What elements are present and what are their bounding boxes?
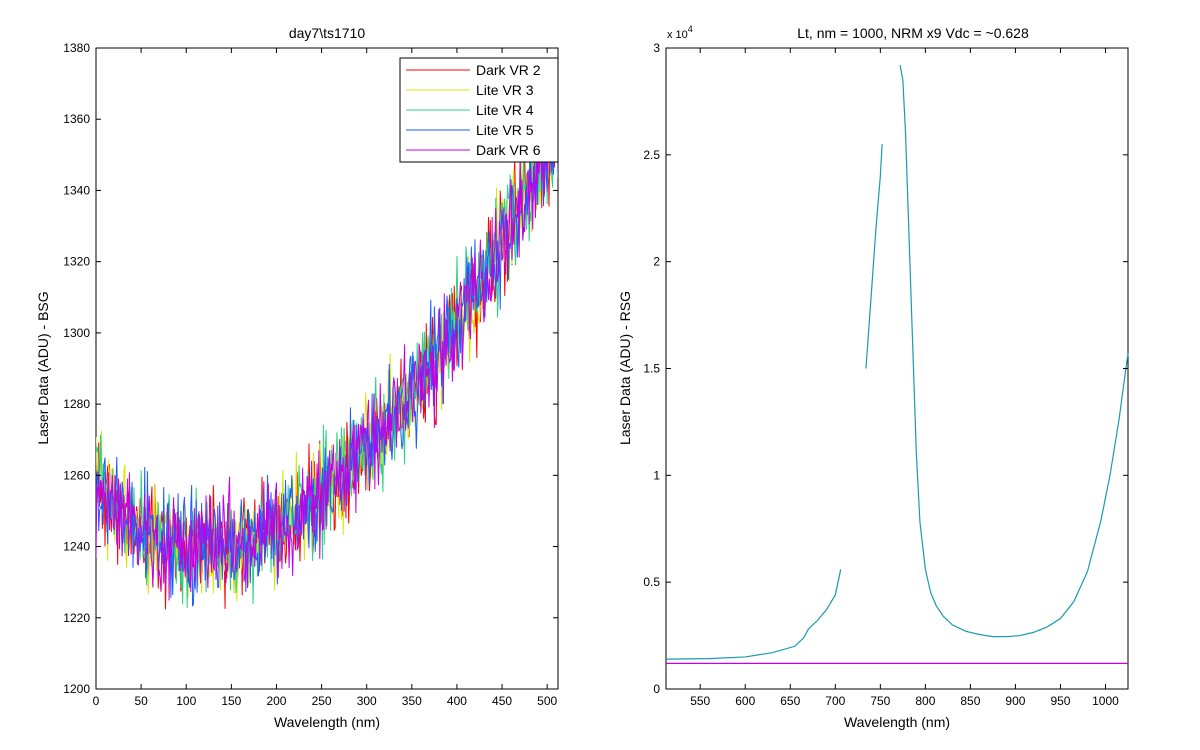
legend-label: Lite VR 5 — [476, 122, 534, 138]
right-series-signal-segment-2 — [865, 144, 883, 369]
right-y-tick-label: 3 — [653, 41, 660, 55]
left-y-tick-label: 1200 — [63, 682, 90, 696]
right-y-axis-label: Laser Data (ADU) - RSG — [617, 291, 633, 445]
right-x-tick-label: 1000 — [1092, 694, 1119, 708]
right-y-tick-label: 1.5 — [643, 362, 660, 376]
left-y-tick-label: 1340 — [63, 183, 90, 197]
right-chart-title: Lt, nm = 1000, NRM x9 Vdc = ~0.628 — [797, 25, 1029, 41]
right-y-multiplier-base: x 10 — [667, 29, 688, 41]
right-y-tick-label: 0.5 — [643, 575, 660, 589]
right-y-multiplier: x 104 — [667, 24, 693, 41]
left-y-tick-label: 1320 — [63, 255, 90, 269]
right-panel: 550 600 650 700 750 800 850 900 950 1000 0 0.5 1 1.5 2… — [617, 24, 1129, 730]
right-series-signal-segment-1 — [665, 569, 842, 660]
left-y-tick-label: 1240 — [63, 540, 90, 554]
left-y-tick-label: 1220 — [63, 611, 90, 625]
right-ticks-group: 550 600 650 700 750 800 850 900 950 1000 0 0.5 1 1.5 2… — [643, 41, 1128, 708]
left-x-tick-label: 200 — [266, 694, 286, 708]
left-x-tick-label: 300 — [357, 694, 377, 708]
right-x-tick-label: 850 — [960, 694, 980, 708]
right-x-tick-label: 550 — [690, 694, 710, 708]
left-x-axis-label: Wavelength (nm) — [274, 714, 380, 730]
right-x-tick-label: 800 — [915, 694, 935, 708]
legend: Dark VR 2 Lite VR 3 Lite VR 4 Lite VR 5 Dark… — [399, 57, 559, 163]
right-y-tick-label: 1 — [653, 468, 660, 482]
right-y-tick-label: 0 — [653, 682, 660, 696]
right-x-tick-label: 700 — [825, 694, 845, 708]
left-y-tick-label: 1360 — [63, 112, 90, 126]
left-x-tick-label: 100 — [176, 694, 196, 708]
right-y-tick-label: 2 — [653, 255, 660, 269]
left-y-tick-label: 1260 — [63, 468, 90, 482]
right-x-tick-label: 900 — [1005, 694, 1025, 708]
left-x-tick-label: 50 — [134, 694, 148, 708]
left-x-tick-label: 350 — [402, 694, 422, 708]
legend-entries: Dark VR 2 Lite VR 3 Lite VR 4 Lite VR 5 Dark… — [406, 62, 541, 158]
right-y-multiplier-exponent: 4 — [688, 24, 693, 34]
right-y-tick-label: 2.5 — [643, 148, 660, 162]
right-x-tick-label: 600 — [735, 694, 755, 708]
left-ticks-group: 0 50 100 150 200 250 300 350 400 450 500 1200 1220 12… — [63, 41, 558, 708]
right-plot-frame — [665, 47, 1129, 690]
left-x-tick-label: 250 — [312, 694, 332, 708]
right-x-tick-label: 650 — [780, 694, 800, 708]
left-y-axis-label: Laser Data (ADU) - BSG — [35, 291, 51, 444]
left-x-tick-label: 450 — [492, 694, 512, 708]
left-series-group — [96, 77, 558, 610]
left-x-tick-label: 400 — [447, 694, 467, 708]
left-panel: 0 50 100 150 200 250 300 350 400 450 500 1200 1220 12… — [35, 25, 559, 730]
legend-label: Dark VR 2 — [476, 62, 541, 78]
right-x-tick-label: 750 — [870, 694, 890, 708]
legend-label: Lite VR 3 — [476, 82, 534, 98]
right-x-tick-label: 950 — [1050, 694, 1070, 708]
left-series-line-5 — [96, 117, 558, 601]
right-x-axis-label: Wavelength (nm) — [844, 714, 950, 730]
left-x-tick-label: 150 — [221, 694, 241, 708]
legend-label: Dark VR 6 — [476, 142, 541, 158]
left-x-tick-label: 500 — [537, 694, 557, 708]
legend-label: Lite VR 4 — [476, 102, 534, 118]
right-series-signal-segment-3 — [899, 64, 1129, 638]
left-x-tick-label: 0 — [93, 694, 100, 708]
left-chart-title: day7\ts1710 — [289, 25, 365, 41]
left-y-tick-label: 1280 — [63, 397, 90, 411]
left-y-tick-label: 1300 — [63, 326, 90, 340]
right-series-group — [665, 64, 1129, 664]
left-y-tick-label: 1380 — [63, 41, 90, 55]
